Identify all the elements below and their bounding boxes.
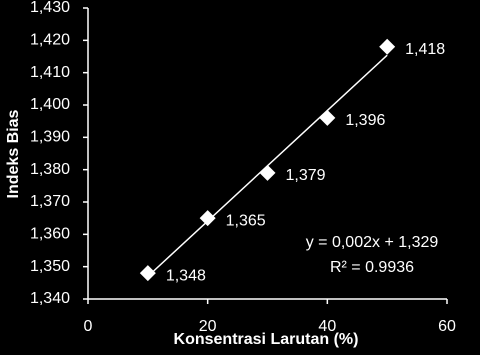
y-tick-label: 1,380 xyxy=(30,161,70,178)
x-tick-label: 20 xyxy=(199,318,217,335)
y-tick-label: 1,390 xyxy=(30,129,70,146)
y-tick-label: 1,340 xyxy=(30,290,70,307)
data-label: 1,348 xyxy=(166,267,206,284)
data-label: 1,379 xyxy=(286,167,326,184)
x-tick-label: 0 xyxy=(84,318,93,335)
marker xyxy=(259,164,276,181)
y-tick-label: 1,360 xyxy=(30,226,70,243)
annotation: y = 0,002x + 1,329 xyxy=(306,234,439,251)
data-label: 1,365 xyxy=(226,212,266,229)
y-tick-label: 1,420 xyxy=(30,32,70,49)
x-tick-label: 40 xyxy=(318,318,336,335)
y-tick-label: 1,410 xyxy=(30,64,70,81)
marker xyxy=(379,38,396,55)
annotation: R² = 0.9936 xyxy=(330,259,414,276)
x-axis-label: Konsentrasi Larutan (%) xyxy=(174,331,359,348)
y-tick-label: 1,400 xyxy=(30,96,70,113)
y-tick-label: 1,430 xyxy=(30,0,70,16)
x-tick-label: 60 xyxy=(438,318,456,335)
marker xyxy=(139,265,156,282)
y-axis-label: Indeks Bias xyxy=(5,109,22,198)
marker xyxy=(319,109,336,126)
y-tick-label: 1,350 xyxy=(30,258,70,275)
data-label: 1,418 xyxy=(405,41,445,58)
y-tick-label: 1,370 xyxy=(30,193,70,210)
data-label: 1,396 xyxy=(345,112,385,129)
marker xyxy=(199,210,216,227)
